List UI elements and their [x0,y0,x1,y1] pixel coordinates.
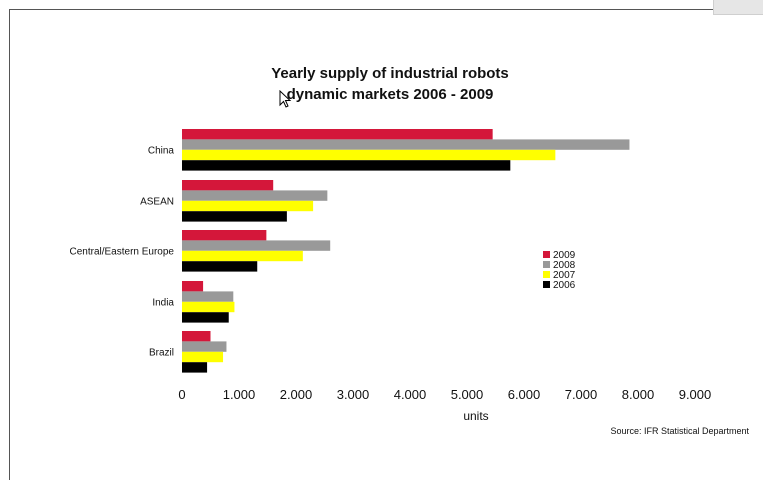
window-corner-tab [713,0,763,15]
x-tick-label: 5.000 [451,387,484,402]
x-tick-label: 4.000 [394,387,427,402]
legend-label-2007: 2007 [553,270,576,281]
legend-swatch-2007 [543,271,550,278]
bar-chart: Yearly supply of industrial robots dynam… [69,65,749,436]
bar-asean-2007 [182,200,314,212]
bar-india-2006 [182,312,229,323]
bar-china-2007 [182,149,556,161]
bar-brazil-2009 [182,331,211,342]
x-tick-labels: 0 1.000 2.000 3.000 4.000 5.000 6.000 7.000 8.00… [178,387,711,402]
bar-india-2008 [182,291,234,302]
source-note: Source: IFR Statistical Department [610,426,749,436]
legend-swatch-2008 [543,261,550,268]
category-label-brazil: Brazil [149,347,174,358]
bar-india-2009 [182,281,204,292]
bar-china-2009 [182,129,493,140]
bar-china-2008 [182,139,630,150]
category-label-central-eastern-europe: Central/Eastern Europe [69,246,174,257]
bar-asean-2009 [182,180,274,191]
category-label-china: China [148,145,175,156]
category-label-india: India [152,297,174,308]
bar-china-2006 [182,160,511,171]
x-tick-label: 6.000 [508,387,541,402]
x-tick-label: 9.000 [679,387,712,402]
bar-asean-2008 [182,190,328,201]
bar-brazil-2008 [182,341,227,352]
bar-brazil-2006 [182,362,208,373]
legend-label-2006: 2006 [553,280,576,291]
bar-brazil-2007 [182,351,224,363]
legend-swatch-2009 [543,251,550,258]
bar-central-eastern-europe-2008 [182,240,331,251]
x-tick-label: 0 [178,387,185,402]
x-axis-label: units [463,409,488,423]
x-tick-label: 8.000 [622,387,655,402]
x-tick-label: 2.000 [280,387,313,402]
bars-group [182,129,630,373]
chart-title: Yearly supply of industrial robots [271,65,509,82]
chart-frame [9,9,763,480]
bar-india-2007 [182,301,235,313]
bar-central-eastern-europe-2007 [182,250,303,262]
legend-label-2009: 2009 [553,250,576,261]
bar-central-eastern-europe-2006 [182,261,258,272]
x-tick-label: 7.000 [565,387,598,402]
bar-asean-2006 [182,211,287,222]
legend-label-2008: 2008 [553,260,576,271]
mouse-cursor-icon [279,90,292,108]
category-label-asean: ASEAN [140,196,174,207]
chart-subtitle: dynamic markets 2006 - 2009 [287,86,494,103]
x-tick-label: 3.000 [337,387,370,402]
bar-central-eastern-europe-2009 [182,230,267,241]
category-labels: China ASEAN Central/Eastern Europe India Bra… [69,145,174,358]
x-tick-label: 1.000 [223,387,256,402]
legend-swatch-2006 [543,281,550,288]
